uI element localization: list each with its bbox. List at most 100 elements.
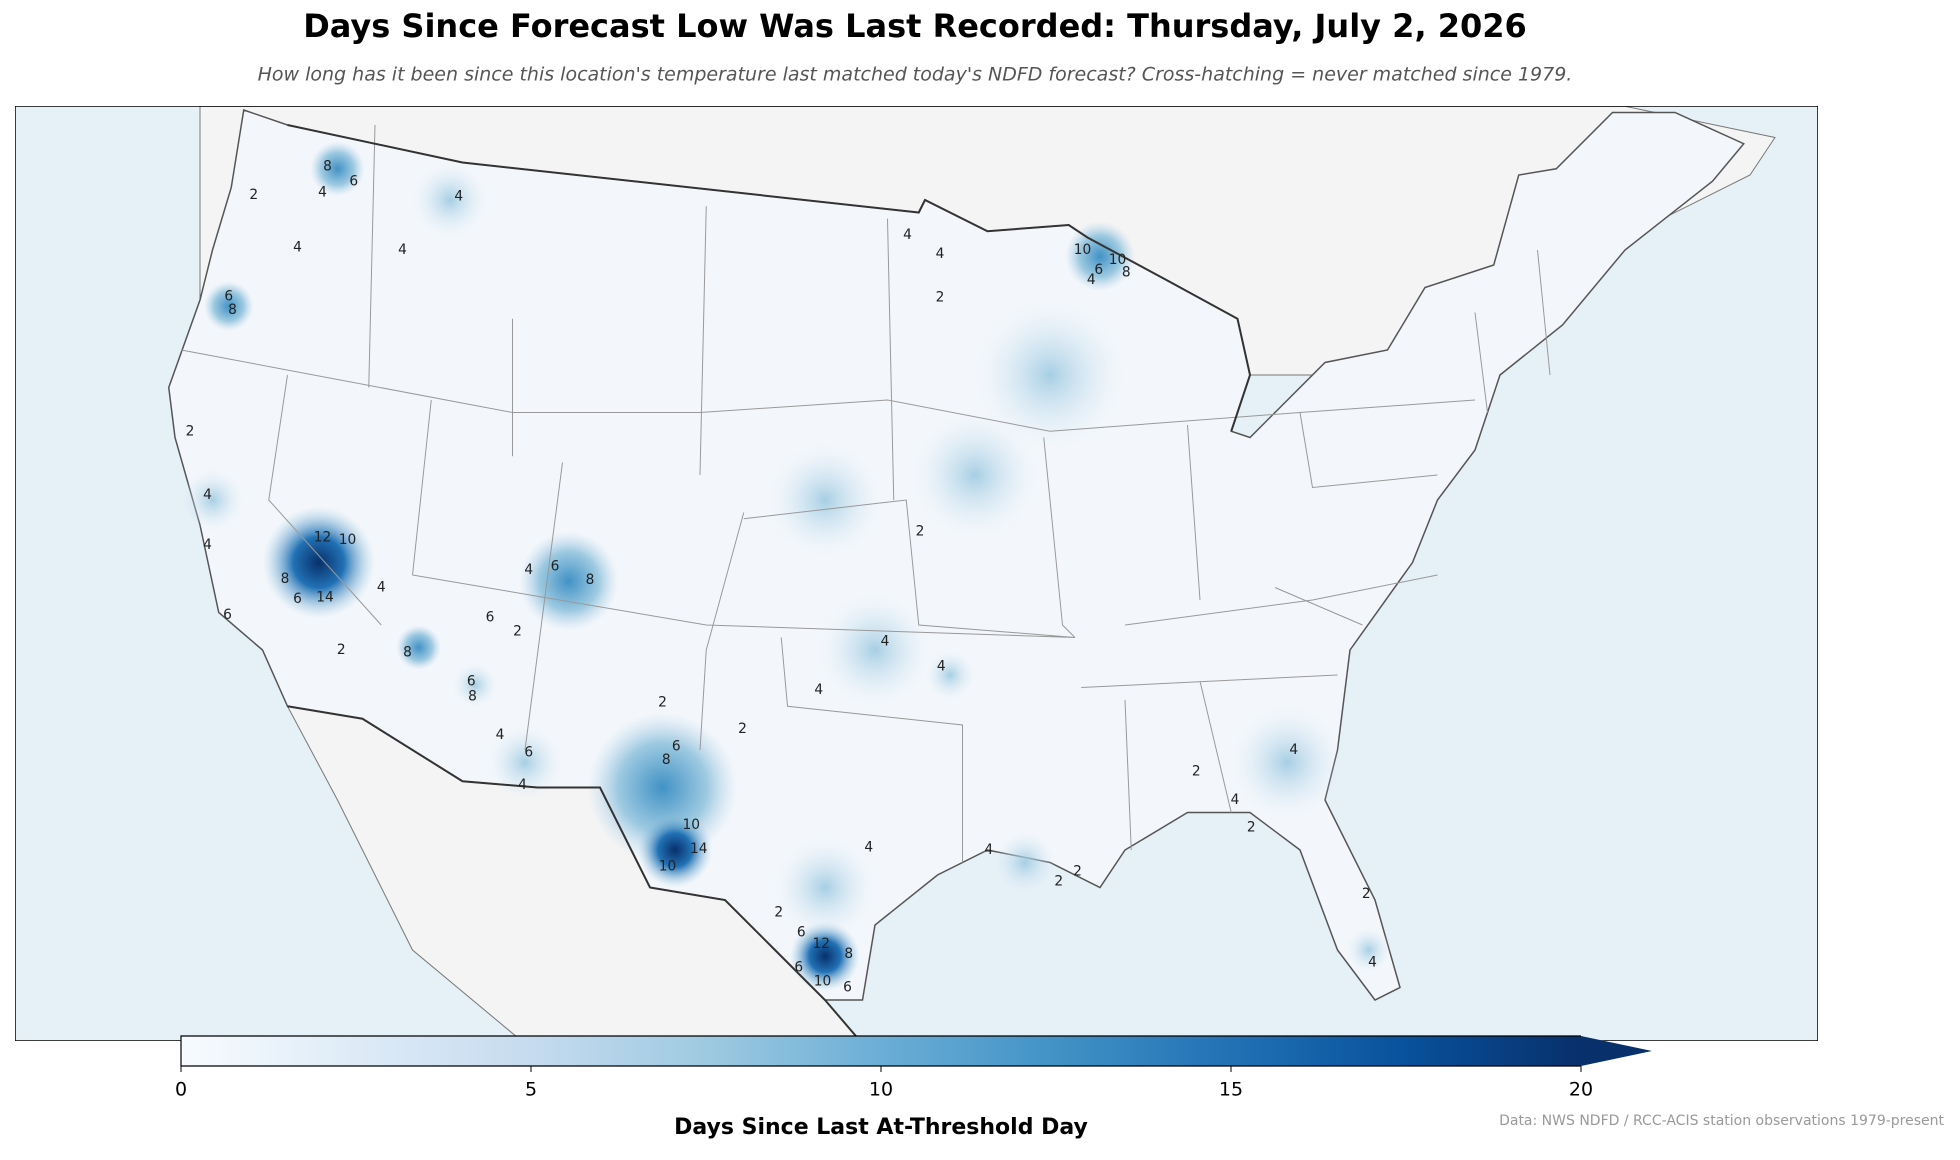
contour-label: 6 bbox=[524, 745, 533, 761]
field-blob bbox=[203, 281, 254, 332]
contour-label: 4 bbox=[318, 185, 327, 201]
field-blob bbox=[925, 650, 975, 700]
field-blob bbox=[452, 662, 498, 708]
field bbox=[181, 141, 1392, 992]
contour-label: 10 bbox=[814, 973, 832, 989]
contour-label: 4 bbox=[496, 727, 505, 743]
title: Days Since Forecast Low Was Last Recorde… bbox=[303, 7, 1527, 45]
contour-label: 4 bbox=[203, 487, 212, 503]
contour-label: 2 bbox=[1362, 886, 1371, 902]
contour-label: 4 bbox=[1289, 742, 1298, 758]
contour-label: 2 bbox=[916, 523, 925, 539]
field-blob bbox=[1231, 706, 1344, 819]
contour-label: 6 bbox=[349, 173, 358, 189]
field-blob bbox=[912, 412, 1038, 538]
contour-label: 6 bbox=[672, 738, 681, 754]
contour-label: 4 bbox=[518, 777, 527, 793]
border bbox=[287, 124, 1252, 432]
contour-label: 4 bbox=[936, 246, 945, 262]
contour-label: 10 bbox=[1109, 252, 1127, 268]
field-blob bbox=[975, 300, 1125, 450]
state-lines bbox=[181, 124, 1551, 863]
colorbar-ramp bbox=[181, 1036, 1581, 1066]
contour-label: 4 bbox=[1231, 792, 1240, 808]
contour-label: 8 bbox=[228, 302, 237, 318]
contour-label: 4 bbox=[524, 562, 533, 578]
field-blob bbox=[181, 468, 244, 532]
colorbar-label: Days Since Last At-Threshold Day bbox=[674, 1115, 1088, 1140]
contour-label: 10 bbox=[339, 532, 357, 548]
contour-label: 8 bbox=[281, 571, 290, 587]
contour-label: 8 bbox=[403, 645, 412, 661]
colorbar-tick-label: 15 bbox=[1219, 1079, 1243, 1101]
field-blob bbox=[1346, 927, 1392, 973]
contour-label: 4 bbox=[1087, 272, 1096, 288]
contour-label: 8 bbox=[1122, 265, 1131, 281]
contour-label: 8 bbox=[586, 572, 595, 588]
field-blob bbox=[518, 531, 619, 632]
colorbar-extension bbox=[1581, 1036, 1652, 1066]
contour-label: 4 bbox=[377, 580, 386, 596]
field-blob bbox=[775, 837, 875, 938]
contour-label: 2 bbox=[658, 695, 667, 711]
contour-label: 4 bbox=[903, 227, 912, 243]
field-blob bbox=[637, 812, 713, 888]
contour-label: 8 bbox=[468, 688, 477, 704]
contour-label: 6 bbox=[293, 591, 302, 607]
contour-label: 4 bbox=[454, 188, 463, 204]
contour-label: 6 bbox=[223, 607, 232, 623]
contour-label: 2 bbox=[337, 642, 346, 658]
field-blob bbox=[768, 443, 882, 557]
contour-label: 12 bbox=[314, 530, 332, 546]
contour-label: 4 bbox=[984, 842, 993, 858]
field-blob bbox=[993, 831, 1057, 894]
contour-label: 6 bbox=[843, 980, 852, 996]
contour-label: 6 bbox=[486, 610, 495, 626]
contour-label: 2 bbox=[1247, 820, 1256, 836]
field-blob bbox=[818, 593, 932, 707]
field-blob bbox=[396, 625, 442, 670]
contour-label: 6 bbox=[794, 960, 803, 976]
contour-label: 8 bbox=[662, 752, 671, 768]
contour-label: 6 bbox=[467, 673, 476, 689]
contour-label: 6 bbox=[551, 558, 560, 574]
contour-label: 4 bbox=[293, 240, 302, 256]
contour-label: 2 bbox=[249, 187, 258, 203]
colorbar-tick-label: 5 bbox=[525, 1079, 537, 1101]
field-blob bbox=[487, 725, 563, 800]
field-blob bbox=[412, 162, 488, 238]
contour-label: 10 bbox=[683, 817, 701, 833]
source: Data: NWS NDFD / RCC-ACIS station observ… bbox=[1499, 1113, 1944, 1129]
contour-label: 6 bbox=[224, 288, 233, 304]
contour-label: 8 bbox=[844, 946, 853, 962]
field-blob bbox=[310, 141, 365, 197]
subtitle: How long has it been since this location… bbox=[258, 64, 1573, 86]
contour-label: 2 bbox=[738, 721, 747, 737]
colorbar-tick-label: 10 bbox=[869, 1079, 893, 1101]
contour-label: 8 bbox=[323, 158, 332, 174]
contour-label: 4 bbox=[881, 633, 890, 649]
colorbar: 0 5 10 15 20 bbox=[175, 1035, 1652, 1101]
contour-label: 6 bbox=[1094, 262, 1103, 278]
contour-label: 2 bbox=[186, 423, 195, 439]
contour-label: 10 bbox=[1074, 242, 1092, 258]
contour-label: 4 bbox=[937, 658, 946, 674]
contour-label: 4 bbox=[1368, 955, 1377, 971]
contour-label: 14 bbox=[316, 590, 334, 606]
contour-label: 2 bbox=[513, 623, 522, 639]
contour-label: 4 bbox=[864, 840, 873, 856]
contour-label: 4 bbox=[203, 537, 212, 553]
contour-label: 2 bbox=[1054, 873, 1063, 889]
contour-label: 12 bbox=[813, 936, 831, 952]
colorbar-tick-label: 20 bbox=[1569, 1079, 1593, 1101]
contour-label: 2 bbox=[1073, 863, 1082, 879]
field-blob bbox=[262, 506, 375, 619]
contour-label: 2 bbox=[774, 905, 783, 921]
field-blob bbox=[1065, 221, 1135, 292]
border bbox=[287, 705, 862, 1041]
contour-label: 4 bbox=[398, 242, 407, 258]
